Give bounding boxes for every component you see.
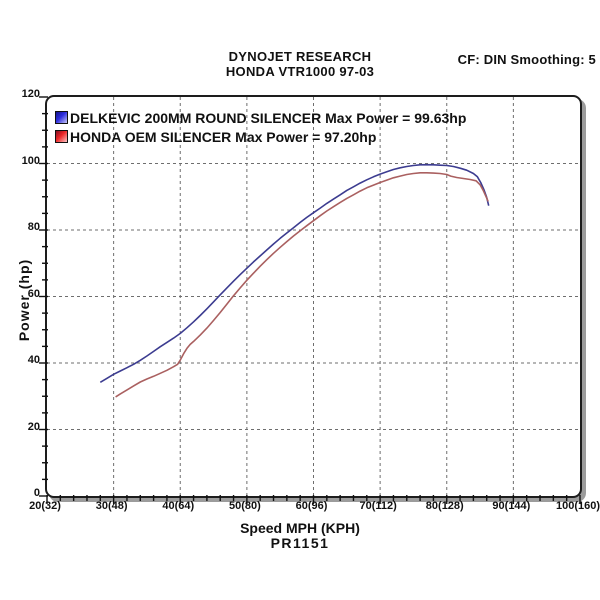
- y-tick-label: 120: [21, 88, 40, 100]
- legend-label: DELKEVIC 200MM ROUND SILENCER Max Power …: [70, 109, 467, 126]
- chart-legend: DELKEVIC 200MM ROUND SILENCER Max Power …: [55, 108, 466, 146]
- power-curve: [99, 163, 490, 383]
- chart-title-line2: HONDA VTR1000 97-03: [225, 64, 375, 79]
- x-tick-label: 50(80): [228, 500, 261, 512]
- x-tick-label: 80(128): [425, 500, 464, 512]
- plot-area: DELKEVIC 200MM ROUND SILENCER Max Power …: [39, 95, 582, 504]
- x-tick-label: 40(64): [162, 500, 195, 512]
- chart-title-line1: DYNOJET RESEARCH: [228, 49, 372, 64]
- y-tick-label: 100: [21, 154, 40, 167]
- x-tick-label: 30(48): [95, 500, 128, 512]
- blue-series-swatch-icon: [55, 111, 68, 124]
- legend-row: HONDA OEM SILENCER Max Power = 97.20hp: [55, 127, 466, 146]
- legend-row: DELKEVIC 200MM ROUND SILENCER Max Power …: [55, 108, 466, 127]
- red-series-swatch-icon: [55, 130, 68, 143]
- x-axis-title: Speed MPH (KPH): [240, 520, 360, 536]
- x-tick-label: 90(144): [492, 500, 531, 512]
- run-id-label: PR1151: [270, 535, 330, 551]
- y-tick-label: 40: [27, 354, 40, 366]
- chart-title-block: DYNOJET RESEARCH HONDA VTR1000 97-03: [0, 49, 600, 79]
- y-tick-label: 80: [27, 221, 40, 233]
- y-axis-title: Power (hp): [16, 258, 32, 342]
- x-tick-label: 60(96): [295, 500, 328, 512]
- y-tick-label: 0: [33, 487, 40, 499]
- x-tick-label: 100(160): [555, 500, 600, 512]
- plot-svg: [39, 96, 581, 504]
- x-tick-label: 20(32): [29, 500, 61, 512]
- x-tick-label: 70(112): [359, 500, 397, 512]
- y-tick-label: 20: [27, 420, 40, 433]
- legend-label: HONDA OEM SILENCER Max Power = 97.20hp: [70, 128, 377, 145]
- correction-smoothing-label: CF: DIN Smoothing: 5: [457, 52, 596, 67]
- y-tick-label: 60: [27, 287, 40, 300]
- power-curve: [115, 172, 489, 398]
